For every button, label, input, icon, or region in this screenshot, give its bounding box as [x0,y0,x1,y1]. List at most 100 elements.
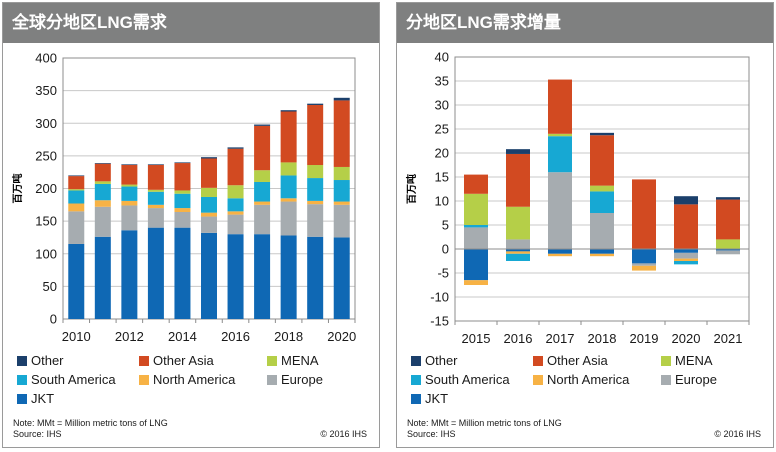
left-bar-other-2019 [307,103,324,105]
left-legend-swatch [267,375,277,385]
left-bar-south-america-2013 [147,191,164,205]
right-chart-legend: Other Other Asia MENA South America North Am… [411,353,761,411]
right-legend-swatch [661,375,671,385]
left-legend-label: South America [31,372,116,387]
left-bar-north-america-2013 [147,204,164,209]
left-bar-jkt-2011 [94,236,111,319]
right-bar-north-america-2018 [590,253,614,257]
left-bar-other-asia-2016 [227,148,244,186]
right-legend-item-jkt: JKT [411,391,448,407]
left-bar-mena-2010 [68,189,85,191]
left-y-tick-label: 0 [50,312,57,327]
right-bar-north-america-2017 [548,253,572,257]
left-bar-south-america-2019 [307,178,324,201]
left-bar-north-america-2014 [174,208,191,212]
left-bar-mena-2019 [307,165,324,179]
right-y-tick-label: 0 [442,242,449,257]
left-bar-south-america-2014 [174,193,191,209]
left-bar-jkt-2014 [174,227,191,319]
right-bar-mena-2015 [464,193,488,225]
left-legend-item-other-asia: Other Asia [139,353,214,369]
right-bar-europe-2020 [674,252,698,259]
left-bar-jkt-2017 [254,234,271,319]
left-bar-other-asia-2011 [94,163,111,182]
left-legend-swatch [17,394,27,404]
left-bar-mena-2018 [280,162,297,176]
left-legend-swatch [139,375,149,385]
right-legend-swatch [661,356,671,366]
left-bar-jkt-2010 [68,243,85,319]
left-bar-south-america-2011 [94,183,111,201]
right-legend-label: JKT [425,391,449,406]
right-bar-europe-2019 [632,263,656,266]
right-bar-other-2018 [590,132,614,136]
right-y-tick-label: 20 [435,146,449,161]
right-x-tick-label: 2019 [630,331,659,343]
right-y-tick-label: -15 [430,314,449,329]
left-bar-other-asia-2019 [307,104,324,166]
left-y-tick-label: 400 [35,51,57,66]
right-bar-mena-2018 [590,185,614,192]
right-y-tick-label: -5 [437,266,449,281]
right-legend-label: Other Asia [547,353,608,368]
left-legend-swatch [17,356,27,366]
left-legend-swatch [139,356,149,366]
left-x-tick-label: 2016 [221,329,250,343]
right-bar-other-2016 [506,149,530,154]
right-legend-swatch [533,375,543,385]
right-bar-north-america-2020 [674,258,698,261]
left-bar-other-2018 [280,110,297,112]
right-y-tick-label: 15 [435,170,449,185]
right-bar-north-america-2015 [464,280,488,285]
right-x-tick-label: 2018 [588,331,617,343]
left-bar-other-2016 [227,147,244,149]
right-legend-swatch [411,356,421,366]
left-y-tick-label: 100 [35,246,57,261]
right-y-tick-label: 40 [435,50,449,65]
left-bar-south-america-2017 [254,181,271,202]
right-chart-note: Note: MMt = Million metric tons of LNG S… [407,418,562,440]
right-source-text: Source: IHS [407,429,456,439]
right-legend-label: MENA [675,353,713,368]
left-bar-europe-2010 [68,211,85,244]
right-bar-north-america-2019 [632,265,656,271]
right-legend-item-europe: Europe [661,372,717,388]
right-bar-other-asia-2015 [464,174,488,194]
left-bar-jkt-2019 [307,236,324,319]
left-bar-south-america-2015 [201,196,217,213]
right-y-tick-label: 30 [435,98,449,113]
right-legend-item-mena: MENA [661,353,713,369]
right-bar-europe-2017 [548,172,572,249]
left-legend-swatch [17,375,27,385]
left-bar-europe-2013 [147,208,164,228]
right-bar-europe-2015 [464,227,488,249]
left-bar-other-asia-2014 [174,163,191,191]
left-chart-panel: 全球分地区LNG需求 0 50 100 150 200 250 300 350 400 2010 2… [2,2,380,448]
right-x-tick-label: 2021 [714,331,743,343]
left-bar-mena-2015 [201,187,217,197]
right-bar-south-america-2015 [464,225,488,228]
left-bar-south-america-2016 [227,198,244,212]
left-chart-title: 全球分地区LNG需求 [3,3,379,43]
left-bar-mena-2011 [94,181,111,184]
left-y-tick-label: 200 [35,181,57,196]
right-bar-other-asia-2018 [590,135,614,186]
left-bar-north-america-2012 [121,200,138,206]
right-bar-other-asia-2016 [506,153,530,207]
left-legend-item-other: Other [17,353,64,369]
left-bar-other-2011 [94,163,111,164]
right-bar-jkt-2015 [464,249,488,281]
left-y-tick-label: 150 [35,214,57,229]
left-bar-europe-2019 [307,204,324,237]
left-bar-europe-2015 [201,216,217,233]
left-bar-jkt-2020 [333,237,350,319]
left-bar-europe-2012 [121,205,138,231]
left-bar-other-asia-2013 [147,165,164,190]
left-legend-item-south-america: South America [17,372,116,388]
right-bar-jkt-2016 [506,249,530,252]
right-bar-other-asia-2019 [632,179,656,249]
left-bar-north-america-2018 [280,198,297,202]
right-plot-frame [454,56,750,322]
right-legend-item-other-asia: Other Asia [533,353,608,369]
right-bar-mena-2017 [548,133,572,137]
